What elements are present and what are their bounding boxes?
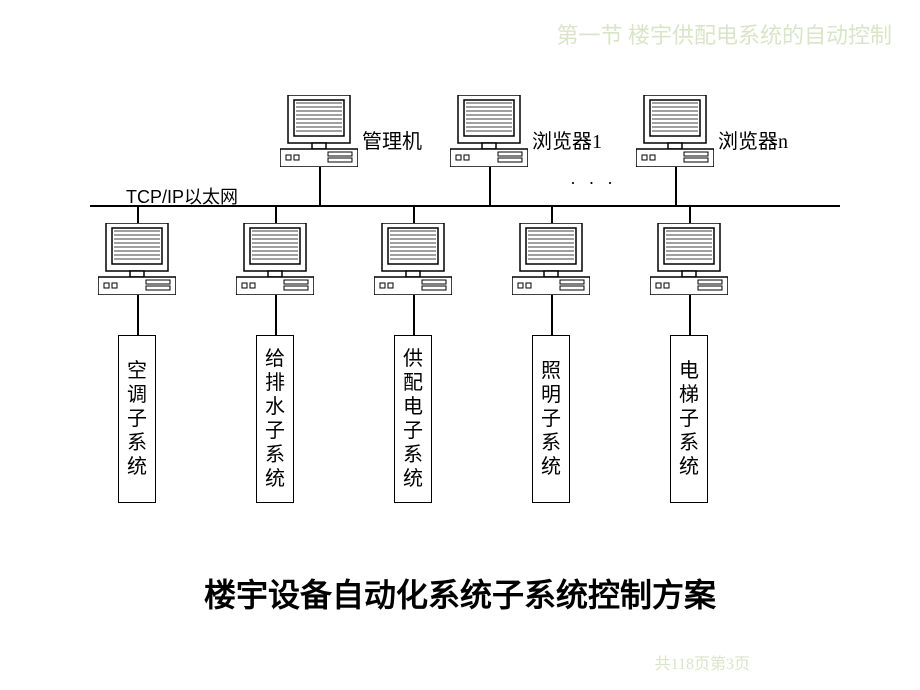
network-diagram: TCP/IP以太网 · · · 管理机 浏览器1 浏览器n 空调子系统 给排水子系统 供配电子… — [80, 95, 840, 525]
main-title: 楼宇设备自动化系统子系统控制方案 — [0, 570, 920, 616]
bottom-computer-4 — [512, 223, 590, 295]
top-computer-brn — [636, 95, 714, 167]
header-title: 第一节 楼宇供配电系统的自动控制 — [556, 18, 892, 50]
bottom-computer-5 — [650, 223, 728, 295]
page-footer: 共118页第3页 — [655, 650, 750, 674]
network-label: TCP/IP以太网 — [126, 183, 238, 209]
top-computer-label-br1: 浏览器1 — [532, 125, 602, 154]
top-computer-label-mgmt: 管理机 — [362, 125, 422, 154]
subsystem-label-4: 照明子系统 — [532, 335, 570, 503]
ellipsis: · · · — [570, 173, 617, 194]
subsystem-label-3: 供配电子系统 — [394, 335, 432, 503]
subsystem-label-2: 给排水子系统 — [256, 335, 294, 503]
top-computer-label-brn: 浏览器n — [718, 125, 788, 154]
bottom-computer-3 — [374, 223, 452, 295]
top-computer-br1 — [450, 95, 528, 167]
top-computer-mgmt — [280, 95, 358, 167]
bottom-computer-2 — [236, 223, 314, 295]
subsystem-label-1: 空调子系统 — [118, 335, 156, 503]
bottom-computer-1 — [98, 223, 176, 295]
subsystem-label-5: 电梯子系统 — [670, 335, 708, 503]
